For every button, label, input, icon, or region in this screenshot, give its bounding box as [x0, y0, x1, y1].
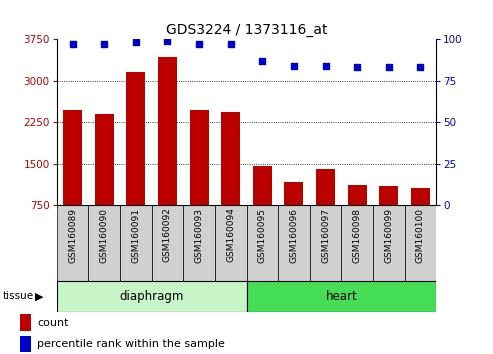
Bar: [57, 281, 246, 312]
Bar: [88, 205, 120, 281]
Point: [417, 64, 424, 70]
Text: GSM160090: GSM160090: [100, 207, 108, 263]
Point: [290, 63, 298, 68]
Point: [227, 41, 235, 47]
Point: [69, 41, 76, 47]
Text: GSM160092: GSM160092: [163, 207, 172, 262]
Point: [353, 64, 361, 70]
Text: GSM160093: GSM160093: [195, 207, 204, 263]
Text: tissue: tissue: [2, 291, 34, 302]
Bar: [152, 205, 183, 281]
Bar: [189, 110, 209, 247]
Text: GSM160091: GSM160091: [131, 207, 141, 263]
Bar: [373, 205, 405, 281]
Bar: [316, 169, 335, 247]
Bar: [253, 166, 272, 247]
Point: [132, 39, 140, 45]
Bar: [57, 205, 88, 281]
Text: diaphragm: diaphragm: [119, 290, 184, 303]
Bar: [341, 205, 373, 281]
Bar: [310, 205, 341, 281]
Text: GSM160089: GSM160089: [68, 207, 77, 263]
Bar: [126, 72, 145, 247]
Text: GSM160099: GSM160099: [385, 207, 393, 263]
Bar: [221, 112, 240, 247]
Text: GSM160098: GSM160098: [352, 207, 362, 263]
Text: ▶: ▶: [35, 291, 43, 302]
Bar: [20, 336, 31, 352]
Bar: [95, 114, 113, 247]
Point: [385, 64, 393, 70]
Bar: [215, 205, 246, 281]
Text: GSM160095: GSM160095: [258, 207, 267, 263]
Title: GDS3224 / 1373116_at: GDS3224 / 1373116_at: [166, 23, 327, 36]
Bar: [183, 205, 215, 281]
Bar: [380, 187, 398, 247]
Point: [258, 58, 266, 63]
Text: GSM160097: GSM160097: [321, 207, 330, 263]
Text: percentile rank within the sample: percentile rank within the sample: [37, 339, 225, 349]
Point: [100, 41, 108, 47]
Point: [195, 41, 203, 47]
Bar: [63, 110, 82, 247]
Bar: [411, 188, 430, 247]
Bar: [246, 205, 278, 281]
Bar: [278, 205, 310, 281]
Bar: [246, 281, 436, 312]
Text: heart: heart: [325, 290, 357, 303]
Bar: [120, 205, 152, 281]
Text: GSM160094: GSM160094: [226, 207, 235, 262]
Point: [321, 63, 329, 68]
Point: [164, 38, 172, 44]
Bar: [284, 182, 304, 247]
Bar: [20, 314, 31, 331]
Text: GSM160096: GSM160096: [289, 207, 298, 263]
Bar: [405, 205, 436, 281]
Text: GSM160100: GSM160100: [416, 207, 425, 263]
Text: count: count: [37, 318, 69, 327]
Bar: [348, 185, 367, 247]
Bar: [158, 57, 177, 247]
